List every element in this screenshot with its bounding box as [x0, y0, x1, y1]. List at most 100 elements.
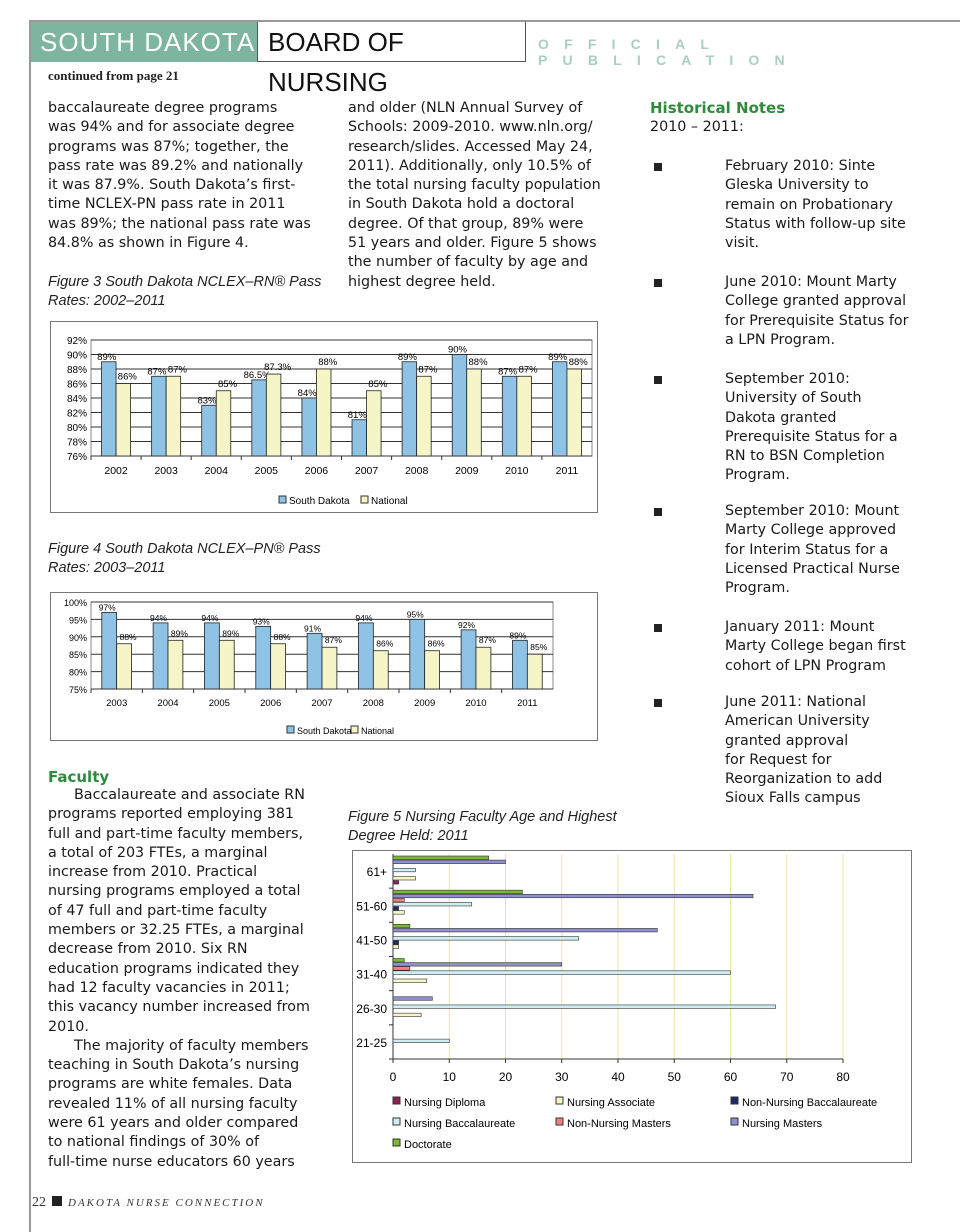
legend-swatch — [730, 1117, 739, 1126]
data-label: 85% — [368, 379, 388, 390]
legend-swatch — [350, 725, 359, 734]
x-tick-label: 2007 — [355, 465, 379, 477]
y-tick-label: 75% — [69, 685, 87, 695]
data-label: 88% — [120, 632, 137, 642]
text-line: granted approval — [725, 732, 849, 749]
data-label: 88% — [274, 632, 291, 642]
data-label: 85% — [218, 379, 238, 390]
bar-nursing-associate — [392, 910, 405, 915]
bar-south-dakota — [512, 639, 528, 690]
text-line: September 2010: Mount — [725, 503, 900, 519]
x-tick-label: 2007 — [311, 698, 332, 709]
text-line: 84.8% as shown in Figure 4. — [48, 235, 249, 252]
x-tick-label: 2004 — [205, 465, 229, 477]
bullet-square-icon — [654, 699, 662, 707]
text-line: programs are white females. Data — [48, 1076, 293, 1093]
legend-swatch — [555, 1096, 564, 1105]
x-tick-label: 2006 — [260, 698, 281, 709]
data-label: 88% — [318, 357, 338, 368]
x-tick-label: 50 — [668, 1070, 682, 1084]
bar-national — [475, 646, 492, 690]
x-tick-label: 2009 — [414, 698, 435, 709]
data-label: 89% — [398, 352, 418, 363]
bar-south-dakota — [101, 612, 118, 690]
bullet-square-icon — [654, 508, 662, 516]
historical-note-text: September 2010: Mount Marty College appro… — [725, 502, 900, 598]
data-label: 81% — [348, 410, 368, 421]
y-tick-label: 88% — [67, 365, 87, 376]
x-tick-label: 2008 — [405, 465, 429, 477]
data-label: 89% — [509, 630, 526, 640]
text-line: of 47 full and part-time faculty — [48, 902, 268, 919]
publication-name: DAKOTA NURSE CONNECTION — [68, 1197, 265, 1209]
legend-label: National — [371, 496, 408, 507]
bar-south-dakota — [351, 419, 367, 457]
text-line: Licensed Practical Nurse — [725, 560, 900, 577]
text-line: Program. — [725, 467, 790, 484]
legend-swatch — [286, 725, 295, 734]
text-line: Degree Held: 2011 — [348, 828, 469, 845]
bar-national — [115, 383, 131, 457]
data-label: 83% — [197, 395, 217, 406]
historical-range: 2010 – 2011: — [650, 119, 744, 135]
bar-doctorate — [392, 958, 405, 963]
legend-label: Nursing Baccalaureate — [404, 1118, 515, 1130]
y-tick-label: 76% — [67, 452, 87, 463]
x-tick-label: 10 — [443, 1070, 457, 1084]
legend-swatch — [392, 1138, 401, 1147]
x-tick-label: 60 — [724, 1070, 738, 1084]
text-line: February 2010: Sinte — [725, 158, 876, 174]
y-tick-label: 90% — [67, 351, 87, 362]
legend-swatch — [555, 1117, 564, 1126]
x-tick-label: 2003 — [106, 698, 127, 709]
historical-note-text: September 2010: University of South Dakota… — [725, 370, 898, 486]
text-line: 2010. — [48, 1018, 89, 1035]
text-line: research/slides. Accessed May 24, — [348, 138, 593, 155]
bullet-square-icon — [654, 376, 662, 384]
text-line: for Prerequisite Status for — [725, 312, 909, 329]
data-label: 89% — [222, 628, 239, 638]
text-line: teaching in South Dakota’s nursing — [48, 1057, 300, 1074]
text-line: pass rate was 89.2% and nationally — [48, 157, 304, 174]
legend-swatch — [730, 1096, 739, 1105]
masthead-state: SOUTH DAKOTA — [31, 22, 257, 62]
bar-national — [265, 373, 282, 457]
text-line: Gleska University to — [725, 177, 869, 194]
bar-nursing-associate — [392, 944, 399, 949]
data-label: 94% — [355, 613, 372, 623]
bar-south-dakota — [255, 625, 272, 690]
bar-national — [372, 650, 389, 690]
y-tick-label: 80% — [69, 668, 87, 678]
bar-nursing-masters — [392, 893, 754, 899]
text-line: Rates: 2003–2011 — [48, 560, 166, 577]
y-tick-label: 92% — [67, 336, 87, 347]
bar-nursing-associate — [392, 876, 416, 881]
text-line: 51 years and older. Figure 5 shows — [348, 235, 597, 252]
legend-label: National — [361, 726, 394, 736]
legend-swatch — [392, 1117, 401, 1126]
data-label: 89% — [97, 352, 117, 363]
bar-non-nursing-masters — [392, 898, 405, 903]
bar-nursing-baccalaureate — [392, 936, 579, 941]
continued-note: continued from page 21 — [48, 68, 179, 83]
text-line: Dakota granted — [725, 409, 837, 426]
y-tick-label: 21-25 — [356, 1036, 387, 1050]
bar-nursing-associate — [392, 1012, 422, 1017]
bar-south-dakota — [301, 397, 317, 457]
text-line: and older (NLN Annual Survey of — [348, 100, 583, 116]
bar-national — [424, 650, 440, 690]
text-line: was 94% and for associate degree — [48, 119, 295, 136]
data-label: 87% — [479, 635, 496, 645]
data-label: 87% — [147, 366, 167, 377]
bar-doctorate — [392, 889, 523, 894]
x-tick-label: 2008 — [363, 698, 384, 709]
faculty-heading: Faculty — [48, 768, 110, 786]
text-line: increase from 2010. Practical — [48, 864, 258, 881]
page-left-rule — [29, 20, 31, 1232]
bar-national — [526, 653, 543, 690]
text-line: Marty College began first — [725, 638, 906, 655]
data-label: 92% — [458, 620, 475, 630]
bullet-square-icon — [654, 624, 662, 632]
figure3-caption: Figure 3 South Dakota NCLEX–RN® Pass Rate… — [48, 273, 321, 312]
bar-south-dakota — [306, 632, 323, 690]
